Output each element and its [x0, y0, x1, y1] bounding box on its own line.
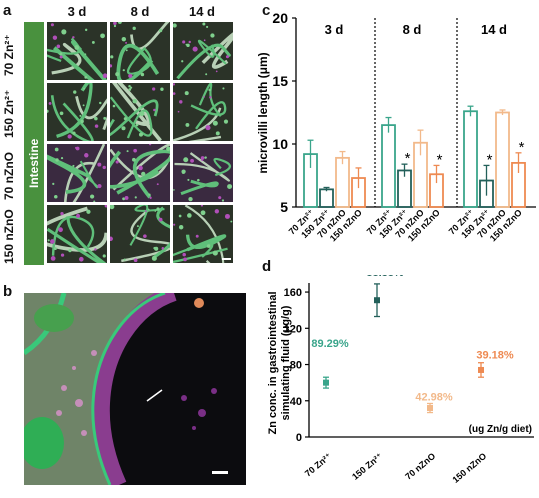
scale-bar [222, 258, 231, 260]
chart-c-significance: * [519, 139, 525, 156]
chart-d-ytick-label: 120 [284, 323, 302, 335]
chart-c-significance: * [405, 150, 411, 167]
micrograph-150-zn-14d [173, 83, 233, 141]
micrograph-70-nzno-14d [173, 144, 233, 202]
chart-c-significance: * [437, 151, 443, 168]
chart-d-ytick-label: 160 [284, 287, 302, 299]
micrograph-150-nzno-8d [110, 205, 170, 263]
panel-b-label: b [3, 283, 13, 300]
chart-c-group-title: 14 d [481, 22, 507, 37]
chart-c-bar [319, 188, 334, 208]
chart-d-ylabel-line2: simulating fluid (μg/g) [280, 305, 292, 420]
micrograph-70-nzno-3d [47, 144, 107, 202]
chart-d-xlabel: 150 nZnO [450, 451, 488, 485]
chart-c-ytick-label: 15 [272, 73, 288, 89]
micrograph-70-zn-14d [173, 22, 233, 80]
chart-c-bar [463, 110, 478, 208]
strip-label-intestine: Intestine [27, 138, 41, 188]
chart-c-ytick-label: 5 [280, 199, 288, 215]
chart-d-point-label: 39.18% [476, 350, 514, 362]
chart-c-bar [381, 124, 396, 208]
chart-d-point-label: 42.98% [415, 391, 453, 403]
chart-d-unit-note: (ug Zn/g diet) [469, 424, 532, 435]
zn-concentration-chart: Zn conc. in gastrointestinal simulating … [267, 275, 534, 485]
chart-c-ytick-label: 20 [272, 10, 288, 26]
micrograph-150-nzno-3d [47, 205, 107, 263]
panel-a-label: a [3, 2, 12, 19]
chart-d-ylabel-line1: Zn conc. in gastrointestinal [267, 291, 279, 434]
chart-d-point-label: 88.38% [366, 275, 404, 279]
chart-d-ytick-label: 80 [290, 360, 302, 372]
chart-c-group-title: 3 d [325, 22, 344, 37]
microvilli-micrograph [24, 293, 246, 485]
column-title-14d: 14 d [188, 4, 215, 19]
micrograph-150-zn-3d [47, 83, 107, 141]
panel-d-label: d [262, 258, 272, 275]
chart-d-point [323, 379, 329, 386]
column-title-3d: 3 d [67, 4, 87, 19]
column-title-8d: 8 d [130, 4, 150, 19]
chart-d-xlabel: 150 Zn²⁺ [350, 451, 384, 482]
chart-d-xlabel: 70 nZnO [403, 451, 437, 482]
chart-c-bar [495, 111, 510, 208]
micrograph-150-zn-8d [110, 83, 170, 141]
micrograph-150-nzno-14d [173, 205, 233, 263]
chart-d-ytick-label: 0 [296, 432, 302, 444]
chart-c-ylabel: microvilli length (μm) [256, 52, 270, 173]
chart-d-point [374, 297, 380, 304]
chart-d-xlabel: 70 Zn²⁺ [303, 451, 334, 479]
microvilli-bar-chart: microvilli length (μm) 5 10 15 20 3 d 8 d * * 1… [256, 10, 536, 243]
panel-c-label: c [262, 2, 271, 19]
row-label-150-nzno: 150 nZnO [2, 209, 16, 264]
chart-c-bar [335, 156, 350, 208]
micrograph-70-zn-8d [110, 22, 170, 80]
row-label-150-zn: 150 Zn²⁺ [2, 89, 16, 138]
row-label-70-zn: 70 Zn²⁺ [2, 34, 16, 76]
micrograph-70-zn-3d [47, 22, 107, 80]
chart-d-point [478, 366, 484, 373]
tissue-strip [24, 22, 44, 265]
chart-d-ytick-label: 40 [290, 396, 302, 408]
row-label-70-nzno: 70 nZnO [2, 151, 16, 200]
chart-c-significance: * [487, 151, 493, 168]
chart-d-point-label: 89.29% [311, 338, 349, 350]
chart-c-ytick-label: 10 [272, 136, 288, 152]
chart-c-group-title: 8 d [403, 22, 422, 37]
micrograph-70-nzno-8d [110, 144, 170, 202]
chart-d-point [427, 405, 433, 412]
